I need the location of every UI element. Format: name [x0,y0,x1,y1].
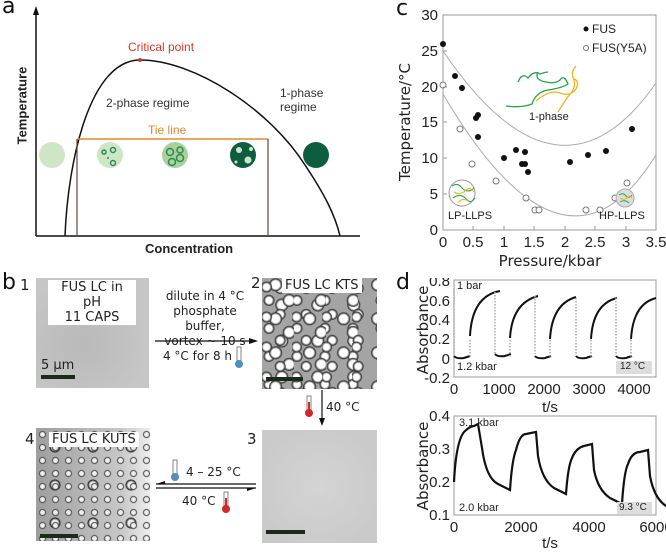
arrow-1-2-line1: dilute in 4 °C [165,289,245,303]
scale-bar-3 [266,530,305,534]
two-phase-label: 2-phase regime [106,96,190,110]
image-1-caption-line2: 11 CAPS [64,310,120,325]
svg-text:1: 1 [500,234,508,251]
svg-text:Absorbance: Absorbance [414,422,432,511]
micrograph-2 [262,278,377,389]
one-phase-line1: 1-phase [280,86,324,100]
svg-text:0: 0 [442,351,450,368]
svg-text:-0.2: -0.2 [424,370,450,387]
hp-llps-annotation: HP-LLPS [599,210,645,222]
svg-text:Temperature/°C: Temperature/°C [396,63,414,182]
svg-text:0.6: 0.6 [429,293,450,310]
svg-text:2: 2 [561,234,569,251]
svg-text:0.1: 0.1 [429,507,450,524]
svg-text:0.2: 0.2 [429,474,450,491]
svg-text:0: 0 [450,381,458,398]
panel-d: d 0.8 0.6 0.4 0.2 0 -0.2 0 10 [390,270,666,552]
critical-point-label: Critical point [128,40,195,54]
svg-text:t/s: t/s [542,399,558,416]
svg-text:20: 20 [421,79,438,96]
scale-bar-4 [40,534,78,538]
scale-bar-label: 5 µm [41,358,75,373]
bottom-temperature-badge: 9.3 °C [619,502,647,513]
panel-b-arrows [155,338,325,513]
svg-text:2000: 2000 [504,519,537,536]
bottom-pressure-low: 2.0 kbar [459,502,499,514]
svg-text:0: 0 [450,519,458,536]
svg-text:25: 25 [421,43,438,60]
panel-a: a Critical point 2-phase regime 1 [0,0,360,275]
svg-text:t/s: t/s [542,535,558,552]
bottom-pressure-high: 3.1 kbar [459,417,499,429]
svg-text:Pressure/kbar: Pressure/kbar [499,252,603,270]
svg-text:2.5: 2.5 [585,234,606,251]
panel-d-label: d [396,270,410,295]
x-axis-label: Concentration [145,241,234,256]
panel-b-label: b [2,270,16,295]
arrow-1-2-text: dilute in 4 °C phosphate buffer, vortex … [152,289,258,349]
phase-diagram-schematic [33,6,360,237]
svg-text:3.5: 3.5 [646,234,666,251]
image-2-number: 2 [251,274,261,292]
lp-llps-annotation: LP-LLPS [448,210,493,222]
legend-fus: FUS [592,22,616,36]
svg-text:3: 3 [622,234,630,251]
svg-text:0.8: 0.8 [429,278,450,290]
scale-bar-2 [266,377,303,381]
one-phase-annotation: 1-phase [529,111,569,123]
image-4-caption: FUS LC KUTS [49,432,139,447]
arrow-3-4-bottom-label: 40 °C [182,494,216,508]
image-3-number: 3 [247,430,257,448]
svg-text:0.4: 0.4 [429,408,450,425]
svg-text:6000: 6000 [639,519,666,536]
svg-text:30: 30 [421,7,438,24]
one-phase-line2: regime [280,100,317,114]
one-phase-label: 1-phase regime [280,86,323,114]
legend-fus-y5a: FUS(Y5A) [592,41,647,55]
panel-c: c [390,0,666,280]
absorbance-charts: 0.80.60.4 0.20-0.2 0 1000 2000 3000 4000 t/… [414,278,666,552]
svg-text:15: 15 [421,114,438,131]
svg-text:10: 10 [421,150,438,167]
tie-line-label: Tie line [148,123,187,137]
arrow-1-2-below: 4 °C for 8 h [162,349,232,363]
image-4-number: 4 [25,430,35,448]
image-1-number: 1 [20,276,30,294]
svg-text:4000: 4000 [617,381,650,398]
panel-a-label: a [2,0,16,19]
phase-diagram-pressure-chart: 0 0.5 1 1.5 2 2.5 3 3.5 0 5 10 15 20 25 30 Pressur… [396,7,666,270]
svg-text:0: 0 [439,234,447,251]
top-temperature-badge: 12 °C [620,361,646,372]
panel-c-label: c [396,0,409,21]
scale-bar-1 [41,375,75,379]
svg-text:0.4: 0.4 [429,312,450,329]
svg-text:4000: 4000 [572,519,605,536]
svg-text:0.5: 0.5 [463,234,484,251]
svg-text:Absorbance: Absorbance [414,286,432,375]
svg-text:5: 5 [430,186,438,203]
arrow-3-4-top-label: 4 – 25 °C [186,465,241,479]
svg-text:1000: 1000 [482,381,515,398]
image-2-caption: FUS LC KTS [282,278,362,293]
arrow-2-3-label: 40 °C [326,400,360,414]
micrograph-3 [262,430,377,543]
svg-text:3000: 3000 [572,381,605,398]
top-pressure-low: 1.2 kbar [457,361,497,373]
svg-text:0: 0 [430,222,438,239]
top-pressure-high: 1 bar [457,280,483,292]
svg-text:1.5: 1.5 [524,234,545,251]
svg-text:2000: 2000 [527,381,560,398]
image-1-caption: FUS LC in pH 11 CAPS [48,280,136,325]
arrow-1-2-line2: phosphate buffer, [173,304,237,333]
y-axis-label: Temperature [14,66,30,145]
svg-text:0.2: 0.2 [429,331,450,348]
image-1-caption-line1: FUS LC in pH [61,280,123,310]
panel-b: b 1 FUS LC in pH 11 CAPS 5 µm dilute in … [0,270,385,552]
svg-text:0.3: 0.3 [429,441,450,458]
